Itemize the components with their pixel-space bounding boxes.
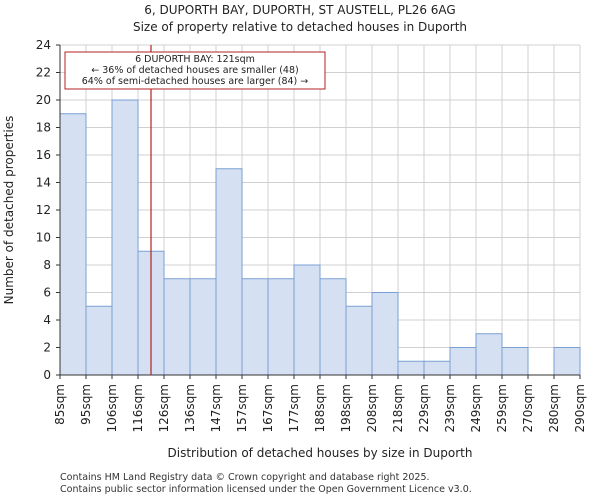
x-tick-label: 259sqm	[495, 384, 509, 432]
bar	[293, 264, 321, 376]
x-tick-label: 290sqm	[573, 384, 587, 432]
footer-copyright: Contains HM Land Registry data © Crown c…	[60, 472, 430, 483]
bar	[189, 278, 217, 376]
x-tick-label: 95sqm	[79, 384, 93, 425]
y-tick-label: 24	[36, 38, 51, 52]
x-tick-label: 167sqm	[261, 384, 275, 432]
annotation-box	[64, 51, 326, 90]
x-tick-label: 116sqm	[131, 384, 145, 432]
bar	[501, 347, 529, 376]
y-axis-label: Number of detached properties	[2, 116, 16, 305]
x-tick-label: 85sqm	[53, 384, 67, 425]
y-tick-label: 12	[36, 203, 51, 217]
y-tick-label: 0	[43, 368, 51, 382]
y-tick-label: 18	[36, 121, 51, 135]
bar	[267, 278, 295, 376]
bar	[345, 305, 373, 376]
footer-licence: Contains public sector information licen…	[60, 484, 472, 495]
x-tick-label: 157sqm	[235, 384, 249, 432]
chart-subtitle: Size of property relative to detached ho…	[133, 20, 467, 34]
x-tick-label: 239sqm	[443, 384, 457, 432]
bar	[397, 360, 425, 376]
bar	[59, 113, 87, 376]
x-tick-label: 106sqm	[105, 384, 119, 432]
annotation-line: 64% of semi-detached houses are larger (…	[82, 76, 309, 87]
x-tick-label: 147sqm	[209, 384, 223, 432]
x-tick-label: 218sqm	[391, 384, 405, 432]
x-tick-label: 188sqm	[313, 384, 327, 432]
annotation-line: ← 36% of detached houses are smaller (48…	[91, 65, 298, 76]
bar	[423, 360, 451, 376]
x-tick-label: 249sqm	[469, 384, 483, 432]
y-tick-label: 10	[36, 231, 51, 245]
x-tick-label: 126sqm	[157, 384, 171, 432]
y-tick-label: 8	[43, 258, 51, 272]
bar	[85, 305, 113, 376]
bar	[241, 278, 269, 376]
annotation-line: 6 DUPORTH BAY: 121sqm	[135, 54, 255, 65]
chart-title: 6, DUPORTH BAY, DUPORTH, ST AUSTELL, PL2…	[144, 3, 455, 17]
bar	[111, 99, 139, 376]
y-tick-label: 2	[43, 341, 51, 355]
x-tick-label: 270sqm	[521, 384, 535, 432]
bar	[553, 347, 581, 376]
y-tick-label: 14	[36, 176, 51, 190]
x-tick-label: 198sqm	[339, 384, 353, 432]
bar	[475, 333, 503, 376]
bar	[215, 168, 243, 376]
x-tick-label: 280sqm	[547, 384, 561, 432]
x-tick-label: 208sqm	[365, 384, 379, 432]
y-tick-label: 20	[36, 93, 51, 107]
bar	[371, 292, 399, 376]
y-tick-label: 4	[43, 313, 51, 327]
x-axis-label: Distribution of detached houses by size …	[168, 446, 473, 460]
bar	[163, 278, 191, 376]
y-tick-label: 22	[36, 66, 51, 80]
y-tick-label: 6	[43, 286, 51, 300]
y-tick-label: 16	[36, 148, 51, 162]
bar	[449, 347, 477, 376]
x-tick-label: 177sqm	[287, 384, 301, 432]
x-tick-label: 136sqm	[183, 384, 197, 432]
bar	[319, 278, 347, 376]
x-tick-label: 229sqm	[417, 384, 431, 432]
